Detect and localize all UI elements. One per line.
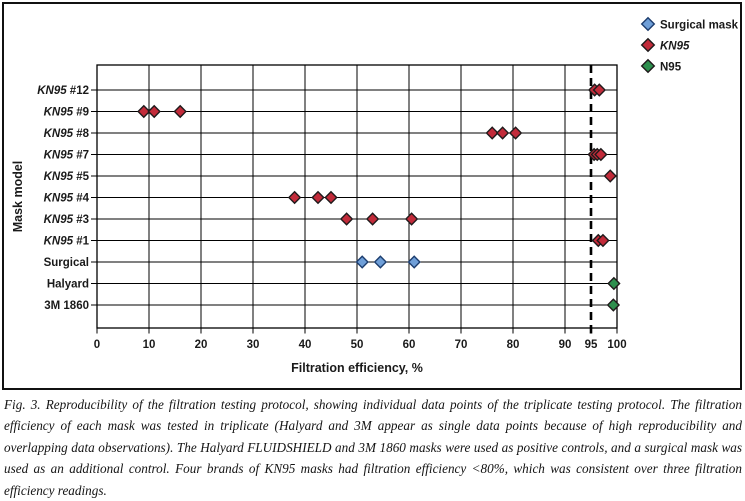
figure-border xyxy=(2,2,742,390)
x-tick-label: 80 xyxy=(507,339,520,351)
y-tick-label: KN95 #5 xyxy=(44,171,90,183)
x-tick-label: 60 xyxy=(403,339,416,351)
y-tick-label: KN95 #3 xyxy=(44,214,89,226)
y-tick-label: KN95 #4 xyxy=(44,193,90,205)
y-tick-label: KN95 #1 xyxy=(44,236,90,248)
x-tick-label: 10 xyxy=(143,339,156,351)
data-point-marker xyxy=(373,255,388,269)
y-tick-label: Halyard xyxy=(47,279,89,291)
x-tick-label: 20 xyxy=(195,339,208,351)
y-tick-label: KN95 #8 xyxy=(44,128,90,140)
x-tick-label: 30 xyxy=(247,339,260,351)
data-point-marker xyxy=(339,212,354,226)
legend-marker xyxy=(640,16,656,32)
data-point-marker xyxy=(495,126,510,140)
data-point-marker xyxy=(137,104,151,119)
data-point-marker xyxy=(365,212,380,226)
data-point-marker xyxy=(606,298,621,312)
y-tick-label: KN95 #9 xyxy=(44,107,89,119)
data-point-marker xyxy=(404,212,419,226)
x-tick-label: 100 xyxy=(607,339,626,351)
y-tick-label: 3M 1860 xyxy=(44,300,89,312)
data-point-marker xyxy=(594,147,608,162)
data-points xyxy=(137,83,621,312)
figure-caption: Fig. 3. Reproducibility of the filtratio… xyxy=(4,397,742,498)
legend-label: Surgical mask xyxy=(660,19,739,31)
x-tick-label: 70 xyxy=(455,339,468,351)
data-point-marker xyxy=(324,190,338,205)
legend-marker xyxy=(640,58,656,74)
x-tick-label: 40 xyxy=(299,339,312,351)
legend-label: KN95 xyxy=(660,40,690,52)
y-axis-title: Mask model xyxy=(11,161,25,233)
x-axis: 0 10 20 30 40 50 60 70 80 90 95 100 xyxy=(94,328,627,351)
legend-marker xyxy=(640,37,656,53)
x-axis-title: Filtration efficiency, % xyxy=(291,361,423,375)
data-point-marker xyxy=(311,190,325,205)
x-tick-label: 50 xyxy=(351,339,364,351)
data-point-marker xyxy=(407,255,421,269)
data-point-marker xyxy=(355,255,369,269)
legend: Surgical mask KN95 N95 xyxy=(640,16,739,74)
data-point-marker xyxy=(508,126,523,140)
y-tick-label: KN95 #12 xyxy=(37,85,89,97)
data-point-marker xyxy=(287,190,302,205)
x-tick-label: 95 xyxy=(585,339,598,351)
data-point-marker xyxy=(596,233,610,248)
x-tick-label: 90 xyxy=(559,339,572,351)
data-point-marker xyxy=(603,169,617,183)
data-point-marker xyxy=(147,104,161,119)
data-point-marker xyxy=(592,83,607,97)
data-point-marker xyxy=(173,104,187,119)
legend-label: N95 xyxy=(660,61,682,73)
data-point-marker xyxy=(485,126,499,140)
y-axis-labels: KN95 #12 KN95 #9 KN95 #8 KN95 #7 KN95 #5 KN95… xyxy=(37,85,89,312)
data-point-marker xyxy=(607,276,621,291)
x-tick-label: 0 xyxy=(94,339,100,351)
y-tick-label: KN95 #7 xyxy=(44,150,89,162)
y-tick-label: Surgical xyxy=(44,257,89,269)
gridlines xyxy=(91,65,617,328)
